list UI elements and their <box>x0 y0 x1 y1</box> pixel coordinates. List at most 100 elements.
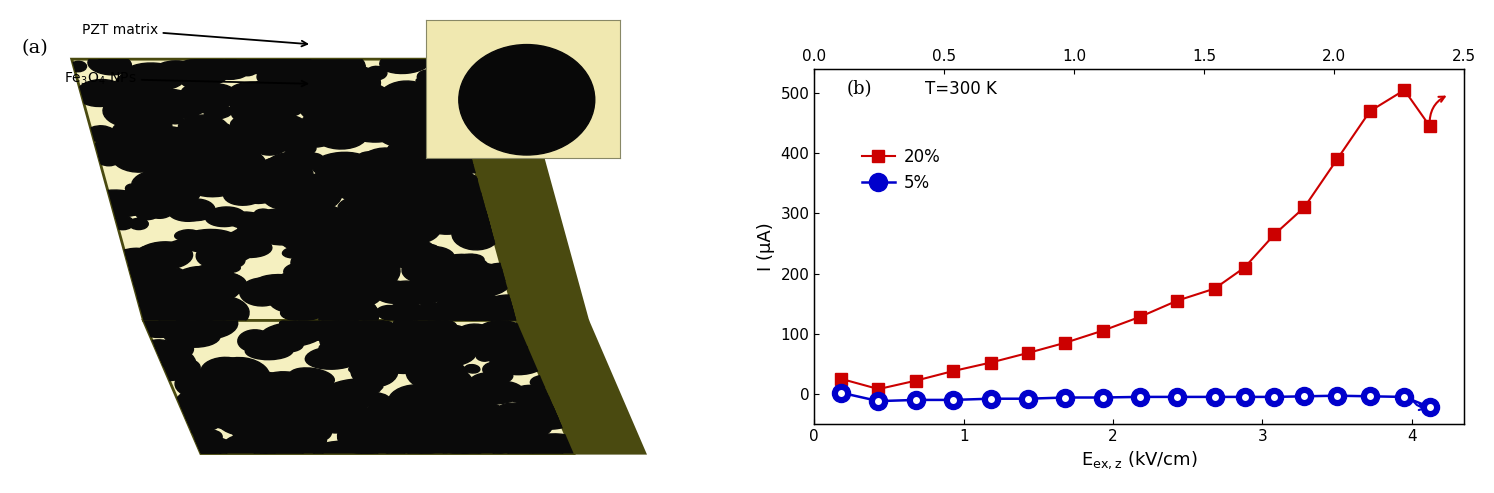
Ellipse shape <box>302 436 326 451</box>
Ellipse shape <box>158 339 194 360</box>
Ellipse shape <box>170 318 206 335</box>
Ellipse shape <box>357 339 374 349</box>
Ellipse shape <box>302 105 329 119</box>
Ellipse shape <box>238 330 272 352</box>
Ellipse shape <box>229 226 272 249</box>
Ellipse shape <box>212 406 236 420</box>
Ellipse shape <box>239 278 285 306</box>
Ellipse shape <box>245 342 293 360</box>
Ellipse shape <box>190 264 233 285</box>
Ellipse shape <box>133 295 164 307</box>
5% <box>1265 394 1283 400</box>
Ellipse shape <box>439 431 478 454</box>
Ellipse shape <box>424 367 474 400</box>
Ellipse shape <box>146 128 211 154</box>
Ellipse shape <box>258 134 279 142</box>
Ellipse shape <box>146 92 170 106</box>
Ellipse shape <box>179 395 223 424</box>
Ellipse shape <box>282 148 317 170</box>
Ellipse shape <box>414 141 441 153</box>
Ellipse shape <box>193 273 247 299</box>
Ellipse shape <box>354 374 381 391</box>
Ellipse shape <box>502 301 523 312</box>
Ellipse shape <box>252 275 315 300</box>
Ellipse shape <box>447 419 509 453</box>
Ellipse shape <box>288 385 315 398</box>
Ellipse shape <box>345 242 357 248</box>
Legend: 20%, 5%: 20%, 5% <box>855 141 947 199</box>
Ellipse shape <box>145 198 175 218</box>
Ellipse shape <box>244 190 278 204</box>
Ellipse shape <box>311 170 353 192</box>
Ellipse shape <box>511 386 547 399</box>
Ellipse shape <box>163 323 220 347</box>
Ellipse shape <box>230 115 291 139</box>
Ellipse shape <box>324 61 354 77</box>
Ellipse shape <box>375 210 435 247</box>
Ellipse shape <box>278 272 308 285</box>
Ellipse shape <box>359 215 379 228</box>
20% <box>1421 123 1439 129</box>
Ellipse shape <box>208 272 242 285</box>
Ellipse shape <box>130 218 148 230</box>
Ellipse shape <box>435 386 489 409</box>
Ellipse shape <box>217 387 273 416</box>
Ellipse shape <box>372 171 420 201</box>
20% <box>1236 265 1253 271</box>
Ellipse shape <box>365 67 387 80</box>
Ellipse shape <box>317 65 381 103</box>
Ellipse shape <box>333 94 394 117</box>
Ellipse shape <box>406 142 439 161</box>
Ellipse shape <box>284 427 327 448</box>
Ellipse shape <box>300 153 324 165</box>
Ellipse shape <box>417 70 438 83</box>
Ellipse shape <box>321 391 368 416</box>
Ellipse shape <box>490 344 518 359</box>
Ellipse shape <box>483 362 506 377</box>
Ellipse shape <box>175 369 227 399</box>
Ellipse shape <box>128 219 142 224</box>
Ellipse shape <box>252 377 291 401</box>
Ellipse shape <box>178 115 229 140</box>
Ellipse shape <box>408 304 456 331</box>
Ellipse shape <box>305 347 362 369</box>
Ellipse shape <box>465 300 520 336</box>
Ellipse shape <box>273 223 303 237</box>
Ellipse shape <box>261 123 275 131</box>
Ellipse shape <box>376 306 412 322</box>
Ellipse shape <box>291 248 342 279</box>
Ellipse shape <box>133 141 173 166</box>
Ellipse shape <box>184 175 212 191</box>
Ellipse shape <box>252 213 314 245</box>
Ellipse shape <box>382 281 427 303</box>
Ellipse shape <box>284 262 320 279</box>
Ellipse shape <box>399 186 453 222</box>
Ellipse shape <box>435 75 459 84</box>
5% <box>870 398 887 404</box>
Ellipse shape <box>362 258 385 272</box>
Ellipse shape <box>241 427 266 441</box>
Ellipse shape <box>474 321 532 355</box>
Ellipse shape <box>320 326 362 353</box>
Ellipse shape <box>326 170 385 197</box>
Ellipse shape <box>260 429 324 470</box>
Ellipse shape <box>421 210 441 223</box>
Ellipse shape <box>436 422 453 433</box>
Ellipse shape <box>205 207 245 227</box>
Ellipse shape <box>209 291 232 303</box>
Ellipse shape <box>356 253 388 267</box>
Ellipse shape <box>202 395 252 429</box>
Ellipse shape <box>290 368 335 387</box>
Ellipse shape <box>417 77 435 85</box>
Ellipse shape <box>486 411 523 436</box>
Ellipse shape <box>303 61 330 76</box>
Ellipse shape <box>368 384 382 390</box>
Ellipse shape <box>247 59 270 71</box>
Ellipse shape <box>203 146 226 154</box>
Ellipse shape <box>320 316 363 337</box>
Ellipse shape <box>314 246 375 283</box>
Ellipse shape <box>344 194 396 222</box>
Ellipse shape <box>465 211 502 228</box>
Ellipse shape <box>415 294 439 305</box>
Ellipse shape <box>293 71 306 79</box>
